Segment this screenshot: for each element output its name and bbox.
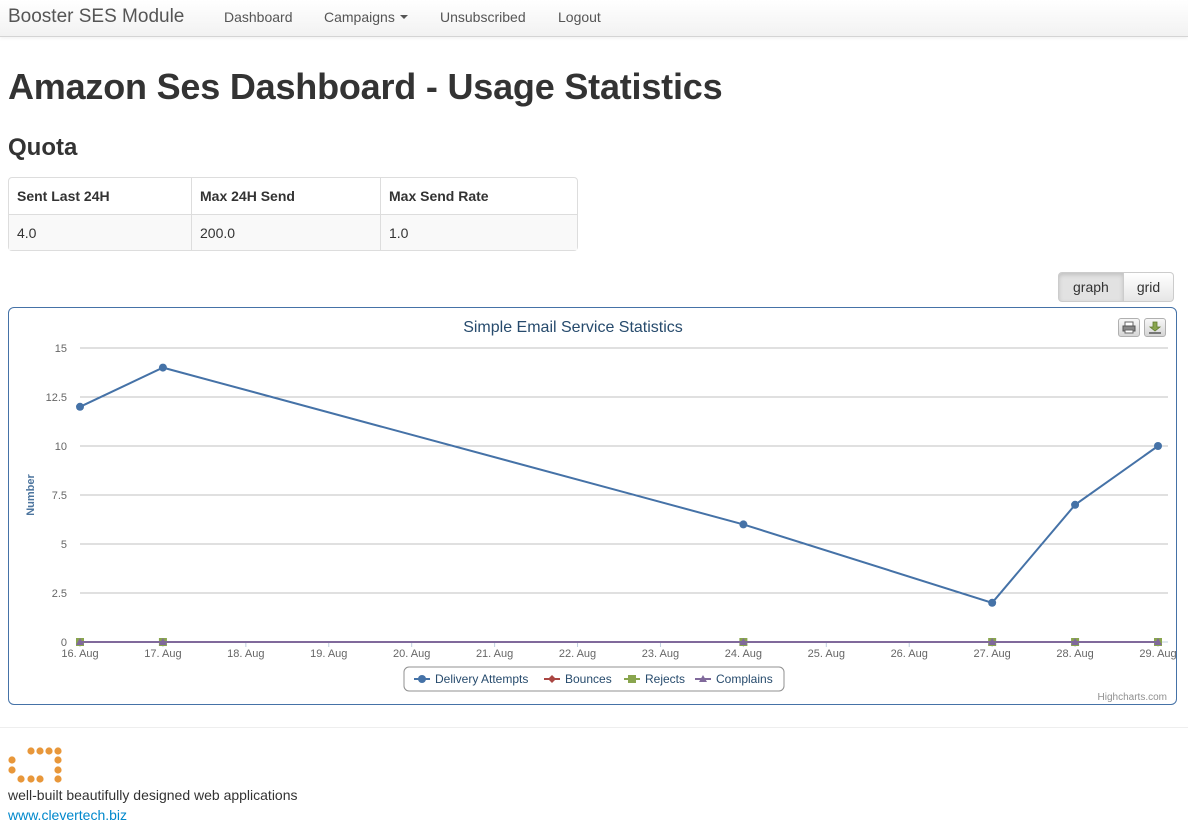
legend-marker (418, 675, 426, 683)
y-tick-label: 10 (55, 441, 67, 453)
x-tick-label: 24. Aug (725, 648, 762, 660)
logo-dot (8, 756, 16, 764)
data-point (1154, 638, 1162, 645)
quota-header-row: Sent Last 24H Max 24H Send Max Send Rate (9, 178, 577, 214)
logo-dot (8, 766, 16, 774)
logo-dot (54, 756, 62, 764)
download-icon (1148, 321, 1162, 334)
logo-dot (54, 747, 62, 755)
logo-dot (45, 747, 53, 755)
caret-down-icon (399, 15, 408, 20)
logo-dot (27, 747, 35, 755)
graph-button[interactable]: graph (1058, 272, 1124, 302)
grid-button[interactable]: grid (1123, 272, 1175, 302)
y-tick-label: 5 (61, 539, 67, 551)
data-point (158, 363, 167, 372)
x-tick-label: 17. Aug (144, 648, 181, 660)
logo-dot (17, 775, 25, 783)
y-tick-label: 0 (61, 637, 67, 649)
x-tick-label: 28. Aug (1056, 648, 1093, 660)
x-tick-label: 20. Aug (393, 648, 430, 660)
chart-legend (403, 666, 785, 692)
footer-site-link[interactable]: www.clevertech.biz (8, 807, 128, 823)
x-tick-label: 25. Aug (808, 648, 845, 660)
quota-header-max-send: Max 24H Send (191, 178, 380, 214)
quota-value-row: 4.0 200.0 1.0 (9, 214, 577, 250)
x-tick-label: 27. Aug (973, 648, 1010, 660)
nav-campaigns-label: Campaigns (324, 9, 395, 25)
quota-table: Sent Last 24H Max 24H Send Max Send Rate… (8, 177, 578, 251)
nav-dashboard[interactable]: Dashboard (224, 9, 293, 25)
legend-item-label: Delivery Attempts (435, 672, 528, 686)
chart-title: Simple Email Service Statistics (463, 319, 683, 336)
data-point (1071, 638, 1080, 645)
nav-logout[interactable]: Logout (558, 9, 601, 25)
data-point (1154, 442, 1162, 450)
export-chart-button[interactable] (1144, 318, 1166, 337)
x-tick-label: 16. Aug (61, 648, 98, 660)
logo-dot (54, 775, 62, 783)
data-point (76, 402, 84, 411)
clevertech-logo-icon (8, 747, 68, 790)
y-tick-label: 12.5 (46, 392, 67, 404)
x-tick-label: 22. Aug (559, 648, 596, 660)
legend-marker (699, 675, 707, 682)
quota-header-max-rate: Max Send Rate (380, 178, 577, 214)
legend-item-label: Bounces (565, 672, 612, 686)
data-point (739, 638, 748, 645)
quota-title: Quota (8, 134, 78, 161)
chart-container: Simple Email Service Statistics 0 2.5 5 7.5 1… (8, 307, 1177, 705)
series-line (79, 366, 1159, 604)
data-point (1071, 500, 1080, 509)
data-point (76, 638, 84, 645)
printer-icon (1122, 321, 1136, 334)
legend-item-label: Complains (716, 672, 773, 686)
x-tick-label: 26. Aug (891, 648, 928, 660)
nav-unsubscribed[interactable]: Unsubscribed (440, 9, 526, 25)
logo-dot (27, 775, 35, 783)
print-chart-button[interactable] (1118, 318, 1140, 337)
logo-dot (54, 766, 62, 774)
footer-tagline: well-built beautifully designed web appl… (8, 787, 298, 803)
legend-item-label: Rejects (645, 672, 685, 686)
legend-marker (628, 675, 636, 683)
x-tick-label: 29. Aug (1139, 648, 1176, 660)
chart-credits: Highcharts.com (1098, 692, 1167, 703)
nav-campaigns-dropdown[interactable]: Campaigns (324, 9, 408, 25)
y-tick-label: 2.5 (52, 588, 67, 600)
x-tick-label: 23. Aug (642, 648, 679, 660)
usage-chart: Simple Email Service Statistics 0 2.5 5 7.5 1… (25, 319, 1176, 703)
quota-header-sent: Sent Last 24H (17, 188, 110, 204)
data-point (988, 598, 997, 607)
quota-value-max-rate: 1.0 (380, 214, 577, 250)
logo-dot (36, 775, 44, 783)
data-point (158, 638, 167, 645)
logo-dot (36, 747, 44, 755)
data-point (988, 638, 997, 645)
data-point (739, 520, 748, 529)
quota-value-max-send: 200.0 (191, 214, 380, 250)
x-tick-label: 21. Aug (476, 648, 513, 660)
page-title: Amazon Ses Dashboard - Usage Statistics (8, 66, 723, 107)
top-navbar: Booster SES Module Dashboard Campaigns U… (0, 0, 1188, 37)
x-tick-label: 18. Aug (227, 648, 264, 660)
brand-link[interactable]: Booster SES Module (8, 6, 185, 27)
x-tick-label: 19. Aug (310, 648, 347, 660)
legend-marker (548, 675, 556, 683)
view-toggle: graph grid (1058, 272, 1175, 302)
quota-value-sent: 4.0 (9, 214, 191, 250)
y-tick-label: 15 (55, 343, 67, 355)
y-tick-label: 7.5 (52, 490, 67, 502)
y-axis-label: Number (25, 474, 37, 516)
footer-divider (0, 727, 1188, 728)
